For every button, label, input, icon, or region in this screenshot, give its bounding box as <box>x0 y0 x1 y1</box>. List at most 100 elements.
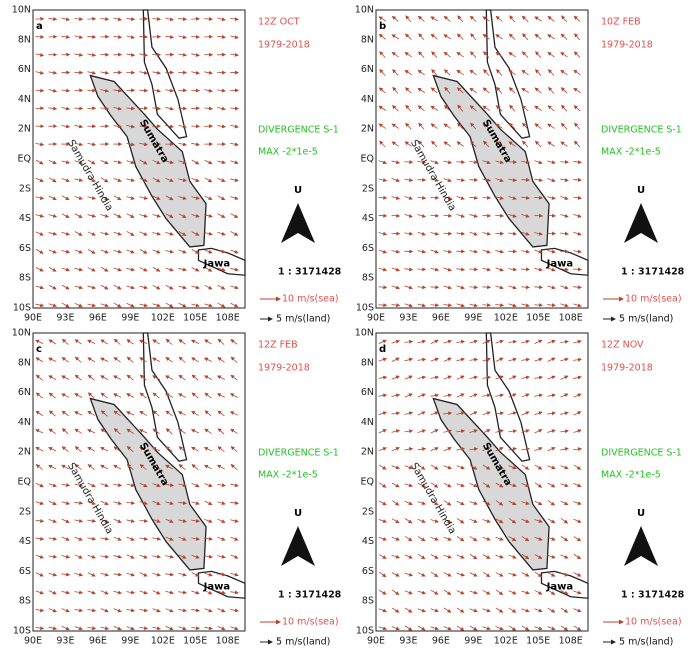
map-panel <box>32 332 246 632</box>
wind-vector <box>191 590 200 595</box>
malay-outline <box>485 332 531 462</box>
wind-vector <box>48 17 58 22</box>
wind-vector <box>521 483 530 488</box>
wind-vector <box>74 267 84 272</box>
wind-vector <box>417 536 426 542</box>
wind-vector <box>61 501 71 506</box>
wind-vector <box>74 178 84 182</box>
wind-vector <box>35 88 45 93</box>
wind-vector <box>508 625 517 631</box>
wind-vector <box>508 518 517 524</box>
wind-vector <box>521 15 529 22</box>
wind-vector <box>61 338 69 345</box>
panel-label: b <box>379 21 386 32</box>
wind-vector <box>482 267 491 272</box>
wind-vector <box>391 196 401 200</box>
wind-vector <box>379 51 386 58</box>
wind-vector <box>87 482 96 488</box>
wind-vector <box>521 464 530 470</box>
wind-vector <box>560 267 569 272</box>
wind-vector <box>191 357 199 363</box>
wind-vector <box>560 447 569 451</box>
wind-vector <box>139 357 147 363</box>
wind-vector <box>35 213 45 218</box>
wind-vector <box>443 500 452 506</box>
wind-vector <box>443 465 452 470</box>
wind-vector <box>113 195 122 201</box>
wind-vector <box>378 536 388 541</box>
wind-vector <box>165 88 175 93</box>
wind-vector <box>87 303 97 308</box>
wind-vector <box>391 303 401 308</box>
wind-vector <box>443 249 453 254</box>
wind-vector <box>534 160 543 165</box>
wind-vector <box>204 88 213 93</box>
wind-vector <box>126 124 136 129</box>
wind-vector <box>204 17 214 21</box>
wind-vector <box>378 500 387 506</box>
wind-vector <box>230 52 239 57</box>
wind-vector <box>378 339 387 345</box>
wind-vector <box>495 607 504 613</box>
wind-vector <box>48 231 58 236</box>
wind-vector <box>204 284 213 290</box>
wind-vector <box>483 140 490 148</box>
wind-vector <box>87 464 95 470</box>
wind-vector <box>469 464 478 470</box>
wind-vector <box>139 518 149 523</box>
wind-vector <box>217 249 226 254</box>
wind-vector <box>443 339 452 344</box>
wind-vector <box>100 392 108 399</box>
wind-vector <box>100 590 109 595</box>
wind-vector <box>74 356 82 363</box>
wind-vector <box>378 411 388 416</box>
wind-vector <box>378 447 387 452</box>
wind-vector <box>469 572 478 577</box>
wind-vector <box>230 590 239 595</box>
wind-vector <box>482 303 492 308</box>
wind-vector <box>495 447 504 452</box>
wind-vector <box>217 177 226 183</box>
wind-vector <box>165 17 174 22</box>
x-tick-label: 90E <box>367 313 385 324</box>
wind-vector <box>378 393 388 398</box>
wind-vector <box>418 122 425 130</box>
wind-vector <box>573 393 582 398</box>
wind-vector <box>495 285 504 290</box>
wind-vector <box>126 142 136 147</box>
wind-vector <box>508 607 517 613</box>
wind-vector <box>404 483 414 488</box>
wind-vector <box>87 88 97 93</box>
wind-vector <box>508 375 517 380</box>
wind-vector <box>178 608 187 613</box>
wind-vector <box>522 140 529 148</box>
wind-vector <box>456 590 465 595</box>
wind-vector <box>430 16 438 22</box>
wind-vector <box>165 446 173 452</box>
wind-vector <box>378 375 388 380</box>
wind-vector <box>378 571 387 578</box>
wind-vector <box>217 195 226 201</box>
java-outline <box>540 570 589 599</box>
wind-vector <box>417 15 425 22</box>
wind-vector <box>547 303 556 308</box>
wind-vector <box>74 608 84 613</box>
wind-vector <box>217 106 226 111</box>
wind-vector <box>444 69 451 76</box>
wind-vector <box>217 590 226 595</box>
wind-vector <box>74 213 83 218</box>
wind-vector <box>391 375 400 380</box>
wind-vector <box>230 572 239 577</box>
y-tick-label: 2S <box>362 183 374 194</box>
wind-vector <box>378 519 388 523</box>
wind-vector <box>126 590 136 595</box>
x-tick-label: 96E <box>89 313 107 324</box>
wind-vector <box>560 122 568 130</box>
wind-vector <box>547 482 556 488</box>
y-tick-label: EQ <box>361 154 374 165</box>
wind-vector <box>534 105 542 111</box>
wind-vector <box>230 428 238 434</box>
wind-vector <box>165 518 174 523</box>
wind-vector <box>379 140 386 148</box>
land-legend: 5 m/s(land) <box>276 314 330 325</box>
